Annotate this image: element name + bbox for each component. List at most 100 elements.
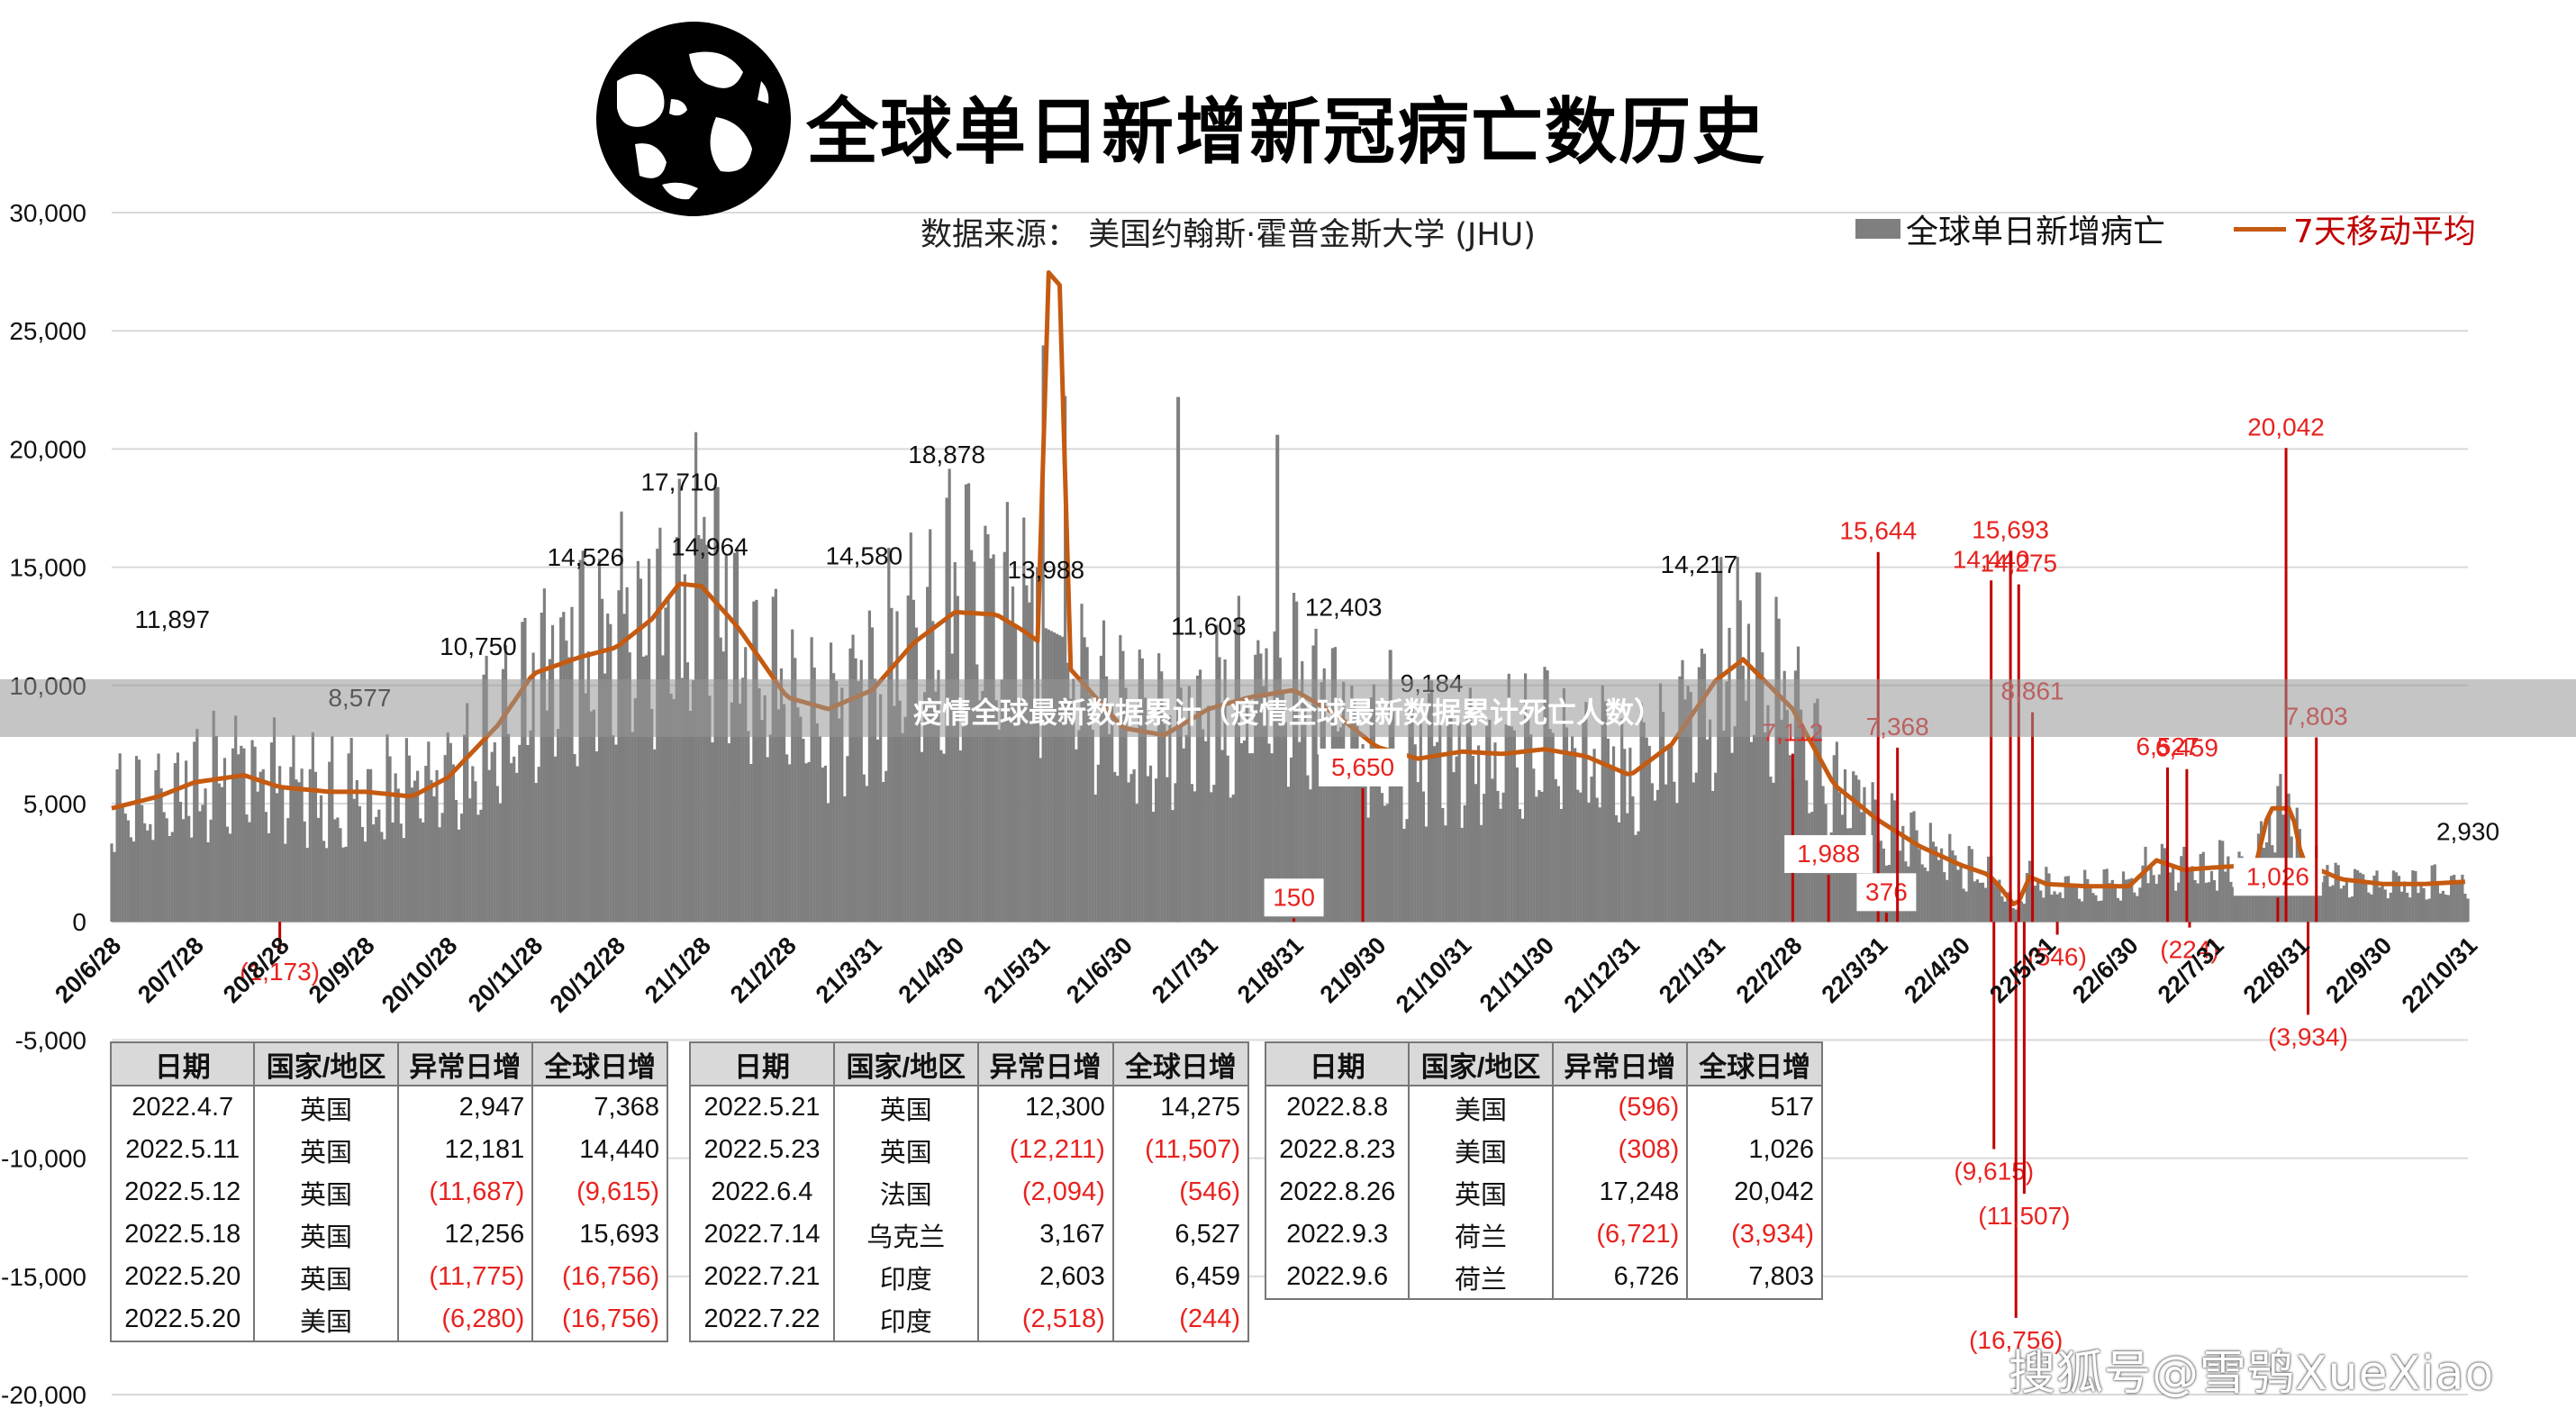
daily-bar (2209, 870, 2214, 923)
annotation-label: 14,440 (1953, 545, 2030, 573)
daily-bar (1673, 781, 1676, 923)
table-cell: 2022.5.20 (109, 1256, 256, 1298)
daily-bar (794, 658, 797, 923)
daily-bar (2389, 892, 2392, 923)
daily-bar (1306, 775, 1310, 923)
daily-bar (1369, 697, 1373, 923)
daily-bar (2121, 871, 2126, 923)
table-row: 2022.5.11 英国 12,181 14,440 (109, 1129, 668, 1171)
table-cell: 乌克兰 (833, 1213, 979, 1256)
daily-bar (2133, 892, 2136, 923)
daily-bar (917, 716, 921, 923)
daily-bar (2188, 868, 2191, 923)
daily-bar (396, 788, 400, 923)
daily-bar (485, 655, 488, 923)
daily-bar (848, 648, 852, 923)
daily-bar (1256, 640, 1260, 923)
daily-bar (2350, 896, 2354, 923)
daily-bar (898, 700, 902, 923)
daily-bar (2306, 870, 2310, 923)
x-tick-label: 20/7/28 (132, 932, 209, 1008)
daily-bar (567, 657, 571, 923)
daily-bar (1829, 832, 1833, 923)
daily-bar (1892, 800, 1897, 923)
daily-bar (557, 729, 560, 923)
table-row: 2022.9.6 荷兰 6,726 7,803 (1264, 1256, 1823, 1300)
daily-bar (1728, 627, 1731, 923)
daily-bar (446, 732, 449, 923)
daily-bar (1155, 778, 1158, 923)
daily-bar (942, 753, 946, 923)
daily-bar (2229, 881, 2233, 923)
daily-bar (1057, 635, 1062, 923)
daily-bar (457, 829, 461, 923)
daily-bar (540, 613, 543, 923)
daily-bar (2196, 883, 2200, 923)
daily-bar (1529, 734, 1533, 923)
daily-bar (851, 634, 855, 923)
daily-bar (534, 783, 538, 923)
table-header: 国家/地区 (833, 1041, 979, 1086)
daily-bar (1060, 636, 1065, 923)
daily-bar (1328, 772, 1331, 923)
y-tick-label: 0 (72, 908, 86, 936)
daily-bar (766, 757, 769, 923)
daily-bar (2248, 873, 2252, 923)
daily-bar (2083, 869, 2087, 923)
daily-bar (319, 795, 323, 923)
daily-bar (1642, 722, 1646, 923)
daily-bar (1281, 690, 1284, 923)
table-cell: 3,167 (976, 1213, 1114, 1256)
table-cell: 2022.5.11 (109, 1129, 256, 1171)
table-row: 2022.5.20 美国 (6,280) (16,756) (109, 1298, 668, 1342)
daily-bar (1132, 768, 1136, 923)
daily-bar (1298, 741, 1302, 923)
daily-bar (1449, 716, 1453, 923)
daily-bar (1020, 699, 1023, 923)
daily-bar (1601, 685, 1604, 923)
daily-bar (2362, 874, 2365, 923)
daily-bar (1116, 776, 1120, 923)
x-tick-label: 21/7/31 (1147, 932, 1223, 1008)
daily-bar (451, 764, 455, 923)
daily-bar (1928, 823, 1932, 923)
daily-bar (1802, 726, 1806, 923)
daily-bar (2061, 897, 2064, 923)
daily-bar (1075, 749, 1078, 923)
x-tick-label: 21/10/31 (1391, 932, 1477, 1018)
daily-bar (2455, 880, 2459, 923)
table-cell: 英国 (253, 1171, 399, 1213)
daily-bar (410, 787, 414, 923)
daily-bar (2136, 895, 2139, 923)
y-tick-label: -10,000 (1, 1145, 86, 1173)
daily-bar (1254, 654, 1257, 923)
daily-bar (2064, 876, 2067, 923)
table-cell: (2,518) (976, 1298, 1114, 1342)
daily-bar (774, 588, 777, 923)
daily-bar (154, 769, 158, 923)
daily-bar (1518, 808, 1522, 923)
daily-bar (1923, 867, 1927, 923)
daily-bar (862, 774, 866, 923)
daily-bar (495, 786, 499, 923)
daily-bar (1554, 778, 1557, 923)
daily-bar (275, 793, 279, 923)
daily-bar (1028, 602, 1031, 923)
daily-bar (349, 738, 353, 923)
daily-bar (573, 754, 576, 923)
daily-bar (2172, 868, 2175, 923)
daily-bar (1444, 825, 1447, 923)
daily-bar (1064, 395, 1067, 923)
daily-bar (1198, 669, 1202, 923)
anomaly-table-1: 日期 国家/地区 异常日增 全球日增 2022.4.7 英国 2,947 7,368 2022.… (109, 1041, 668, 1342)
daily-bar (2279, 774, 2282, 923)
daily-bar (1468, 687, 1473, 923)
x-tick-label: 22/1/31 (1654, 932, 1730, 1008)
table-row: 2022.8.8 美国 (596) 517 (1264, 1086, 1823, 1129)
daily-bar (730, 702, 734, 923)
table-cell: 2022.5.18 (109, 1213, 256, 1256)
daily-bar (510, 763, 513, 923)
daily-bar (347, 753, 350, 923)
daily-bar (1438, 725, 1442, 923)
table-row: 2022.7.21 印度 2,603 6,459 (689, 1256, 1250, 1298)
